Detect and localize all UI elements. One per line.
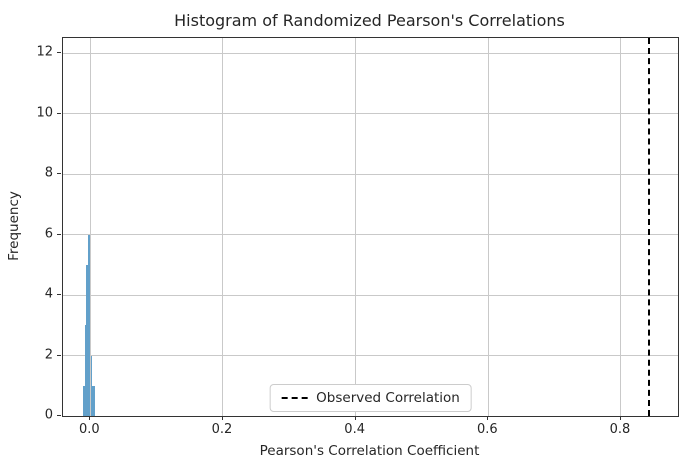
histogram-bar: [83, 385, 85, 416]
y-gridline: [63, 113, 678, 115]
x-gridline: [620, 38, 622, 416]
x-axis-label: Pearson's Correlation Coefficient: [259, 443, 480, 459]
chart-title: Histogram of Randomized Pearson's Correl…: [174, 11, 565, 30]
y-tick-mark: [57, 294, 61, 296]
x-tick-mark: [619, 416, 621, 420]
x-tick-label: 0.6: [476, 422, 498, 437]
histogram-bar: [91, 355, 93, 416]
x-gridline: [355, 38, 357, 416]
x-tick-mark: [221, 416, 223, 420]
x-gridline: [487, 38, 489, 416]
x-tick-label: 0.2: [211, 422, 233, 437]
x-tick-mark: [487, 416, 489, 420]
observed-correlation-line: [648, 38, 651, 416]
y-gridline: [63, 234, 678, 236]
x-tick-mark: [354, 416, 356, 420]
x-tick-mark: [89, 416, 91, 420]
y-gridline: [63, 52, 678, 54]
legend-label: Observed Correlation: [316, 390, 460, 406]
x-gridline: [89, 38, 91, 416]
y-tick-label: 4: [44, 286, 53, 302]
y-axis-label: Frequency: [6, 191, 22, 261]
x-gridline: [222, 38, 224, 416]
y-tick-label: 2: [44, 347, 53, 363]
y-gridline: [63, 294, 678, 296]
y-tick-mark: [57, 112, 61, 114]
legend: Observed Correlation: [269, 384, 472, 412]
y-tick-mark: [57, 233, 61, 235]
x-tick-label: 0.8: [609, 422, 631, 437]
y-tick-mark: [57, 354, 61, 356]
histogram-bar: [94, 385, 96, 416]
y-tick-label: 8: [44, 165, 53, 181]
plot-area: Observed Correlation: [62, 37, 679, 417]
y-gridline: [63, 355, 678, 357]
y-tick-label: 10: [36, 105, 53, 121]
histogram-bar: [86, 264, 88, 416]
y-tick-mark: [57, 415, 61, 416]
y-gridline: [63, 173, 678, 175]
y-tick-mark: [57, 52, 61, 54]
x-tick-label: 0.4: [344, 422, 365, 437]
y-tick-mark: [57, 173, 61, 175]
dashed-line-sample: [281, 397, 308, 399]
histogram-bar: [84, 325, 86, 416]
histogram-bar: [88, 234, 90, 416]
y-tick-label: 0: [44, 407, 53, 423]
histogram-bar: [92, 385, 95, 416]
y-tick-label: 6: [44, 226, 53, 242]
x-tick-label: 0.0: [78, 422, 100, 437]
y-tick-label: 12: [36, 44, 53, 60]
